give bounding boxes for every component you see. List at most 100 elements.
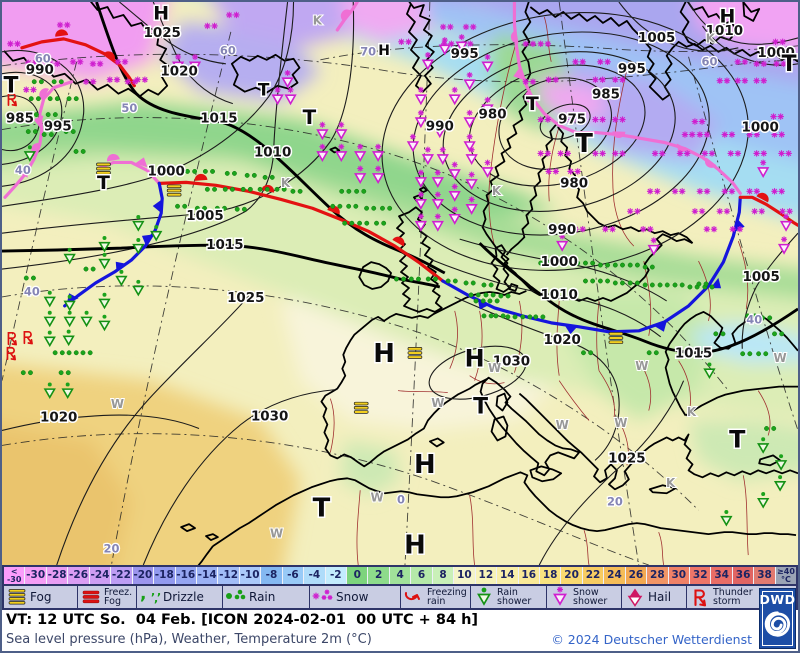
legend-item-freezing-fog: Freez. Fog bbox=[78, 586, 137, 608]
legend-item-drizzle: ,,,, Drizzle bbox=[137, 585, 223, 608]
colorbar-cell: < -30 bbox=[4, 567, 25, 584]
svg-text:1005: 1005 bbox=[638, 31, 675, 46]
svg-text:1025: 1025 bbox=[608, 451, 645, 466]
colorbar-cell: 12 bbox=[474, 567, 497, 584]
colorbar-cell: 6 bbox=[410, 567, 432, 584]
colorbar-cell: -10 bbox=[238, 567, 261, 584]
fronts-layer bbox=[3, 2, 798, 335]
svg-text:K: K bbox=[281, 176, 291, 190]
svg-text:T: T bbox=[303, 106, 317, 129]
legend-item-rain-shower: Rain shower bbox=[471, 586, 547, 608]
colorbar-cell: -8 bbox=[260, 567, 282, 584]
svg-text:1000: 1000 bbox=[742, 121, 779, 136]
colorbar-cell: ≥40 °C bbox=[774, 567, 797, 584]
freezing-fog-icon bbox=[82, 590, 100, 604]
svg-text:T: T bbox=[782, 52, 797, 77]
svg-text:40: 40 bbox=[746, 312, 762, 326]
svg-text:H: H bbox=[373, 339, 395, 369]
svg-text:60: 60 bbox=[35, 51, 51, 65]
svg-text:1020: 1020 bbox=[40, 411, 77, 426]
copyright-link[interactable]: © 2024 Deutscher Wetterdienst bbox=[551, 632, 752, 647]
colorbar-cell: 30 bbox=[667, 567, 689, 584]
svg-text:990: 990 bbox=[26, 63, 54, 78]
dwd-logo-text: DWD bbox=[759, 592, 796, 607]
svg-text:1025: 1025 bbox=[227, 291, 264, 306]
colorbar-cell: -16 bbox=[174, 567, 196, 584]
svg-text:1000: 1000 bbox=[757, 46, 794, 61]
svg-text:1025: 1025 bbox=[144, 26, 181, 41]
colorbar-cell: 26 bbox=[624, 567, 647, 584]
colorbar-cell: 36 bbox=[731, 567, 754, 584]
country-borders bbox=[329, 16, 771, 565]
svg-text:40: 40 bbox=[24, 284, 40, 298]
legend-item-snow-shower: Snow shower bbox=[547, 586, 622, 608]
svg-text:T: T bbox=[575, 129, 593, 159]
svg-text:995: 995 bbox=[618, 62, 646, 77]
svg-text:T: T bbox=[3, 74, 18, 99]
chart-subtitle: Sea level pressure (hPa), Weather, Tempe… bbox=[6, 632, 372, 647]
colorbar-cell: 8 bbox=[431, 567, 454, 584]
svg-text:,: , bbox=[151, 585, 155, 598]
svg-text:1020: 1020 bbox=[160, 65, 197, 80]
colorbar-cell: -26 bbox=[67, 567, 89, 584]
svg-text:T: T bbox=[258, 80, 270, 100]
svg-text:W: W bbox=[270, 527, 283, 541]
svg-text:40: 40 bbox=[15, 163, 31, 177]
dwd-spiral-icon bbox=[764, 611, 790, 637]
colorbar-cell: 4 bbox=[388, 567, 411, 584]
snow-shower-icon bbox=[553, 586, 567, 606]
svg-text:H: H bbox=[719, 5, 735, 27]
hail-icon bbox=[627, 588, 643, 607]
svg-text:T: T bbox=[473, 395, 488, 420]
colorbar-cell: 10 bbox=[453, 567, 475, 584]
colorbar-cell: 16 bbox=[517, 567, 539, 584]
colorbar-cell: -28 bbox=[45, 567, 68, 584]
svg-text:995: 995 bbox=[451, 47, 479, 62]
freezing-rain-icon bbox=[404, 592, 420, 601]
legend-item-freezing-rain: Freezing rain bbox=[401, 586, 471, 608]
legend-item-rain: Rain bbox=[223, 586, 310, 608]
colorbar-cell: -30 bbox=[24, 567, 46, 584]
weather-symbol-legend: Fog Freez. Fog,,,, Drizzle Rain Snow Freezing r… bbox=[2, 585, 798, 610]
colorbar-cell: 0 bbox=[346, 567, 368, 584]
svg-text:975: 975 bbox=[558, 113, 586, 128]
colorbar-cell: -12 bbox=[217, 567, 239, 584]
svg-text:1015: 1015 bbox=[206, 238, 243, 253]
colorbar-cell: -6 bbox=[281, 567, 304, 584]
svg-text:H: H bbox=[378, 43, 390, 59]
svg-text:H: H bbox=[465, 345, 485, 373]
svg-text:W: W bbox=[556, 418, 569, 432]
svg-text:T: T bbox=[729, 425, 746, 453]
svg-text:W: W bbox=[111, 397, 124, 411]
svg-text:20: 20 bbox=[607, 495, 623, 509]
svg-text:985: 985 bbox=[592, 88, 620, 103]
colorbar-cell: 34 bbox=[710, 567, 732, 584]
colorbar-cell: 32 bbox=[689, 567, 711, 584]
svg-text:,: , bbox=[154, 592, 158, 605]
temperature-colorbar: < -30 -30 -28 -26 -24 -22 -20 -18 -16 -14 -12 -10 -8-… bbox=[2, 565, 798, 586]
snow-icon bbox=[312, 589, 333, 600]
svg-text:K: K bbox=[706, 31, 716, 45]
colorbar-cell: -20 bbox=[131, 567, 154, 584]
fog-icon bbox=[8, 589, 26, 605]
colorbar-cell: 28 bbox=[646, 567, 668, 584]
svg-text:990: 990 bbox=[426, 120, 454, 135]
svg-text:0: 0 bbox=[397, 493, 405, 507]
colorbar-cell: -22 bbox=[110, 567, 132, 584]
svg-text:W: W bbox=[488, 361, 501, 375]
svg-text:W: W bbox=[371, 491, 384, 505]
svg-text:T: T bbox=[313, 494, 331, 524]
legend-item-thunderstorm: Thunder storm bbox=[687, 586, 763, 608]
dwd-logo[interactable]: DWD bbox=[759, 588, 796, 649]
svg-text:1010: 1010 bbox=[706, 24, 743, 39]
svg-text:20: 20 bbox=[103, 542, 119, 556]
colorbar-cell: -24 bbox=[88, 567, 111, 584]
svg-text:985: 985 bbox=[6, 112, 34, 127]
synoptic-map: 985 990 995 1000 1005 1010 1015 1015 1020 1025 102… bbox=[2, 2, 798, 565]
svg-text:K: K bbox=[313, 13, 323, 27]
svg-text:H: H bbox=[404, 531, 426, 561]
svg-text:50: 50 bbox=[121, 101, 137, 115]
svg-text:1020: 1020 bbox=[543, 333, 580, 348]
svg-text:1010: 1010 bbox=[254, 145, 291, 160]
